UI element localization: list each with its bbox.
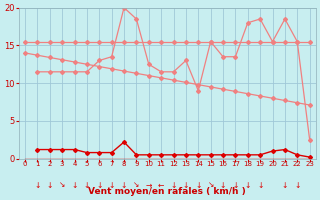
Text: ↓: ↓ bbox=[170, 181, 177, 190]
X-axis label: Vent moyen/en rafales ( km/h ): Vent moyen/en rafales ( km/h ) bbox=[88, 187, 246, 196]
Text: ↓: ↓ bbox=[244, 181, 251, 190]
Text: ↓: ↓ bbox=[108, 181, 115, 190]
Text: ↓: ↓ bbox=[71, 181, 78, 190]
Text: ↓: ↓ bbox=[47, 181, 53, 190]
Text: ←: ← bbox=[158, 181, 164, 190]
Text: ↓: ↓ bbox=[282, 181, 288, 190]
Text: ↓: ↓ bbox=[96, 181, 102, 190]
Text: ↓: ↓ bbox=[257, 181, 263, 190]
Text: ↓: ↓ bbox=[34, 181, 41, 190]
Text: ↓: ↓ bbox=[195, 181, 202, 190]
Text: ↓: ↓ bbox=[121, 181, 127, 190]
Text: ↘: ↘ bbox=[59, 181, 65, 190]
Text: ↘: ↘ bbox=[133, 181, 140, 190]
Text: ↓: ↓ bbox=[183, 181, 189, 190]
Text: →: → bbox=[146, 181, 152, 190]
Text: ↓: ↓ bbox=[84, 181, 90, 190]
Text: ↓: ↓ bbox=[232, 181, 239, 190]
Text: ↓: ↓ bbox=[220, 181, 226, 190]
Text: ↘: ↘ bbox=[207, 181, 214, 190]
Text: ↓: ↓ bbox=[294, 181, 300, 190]
